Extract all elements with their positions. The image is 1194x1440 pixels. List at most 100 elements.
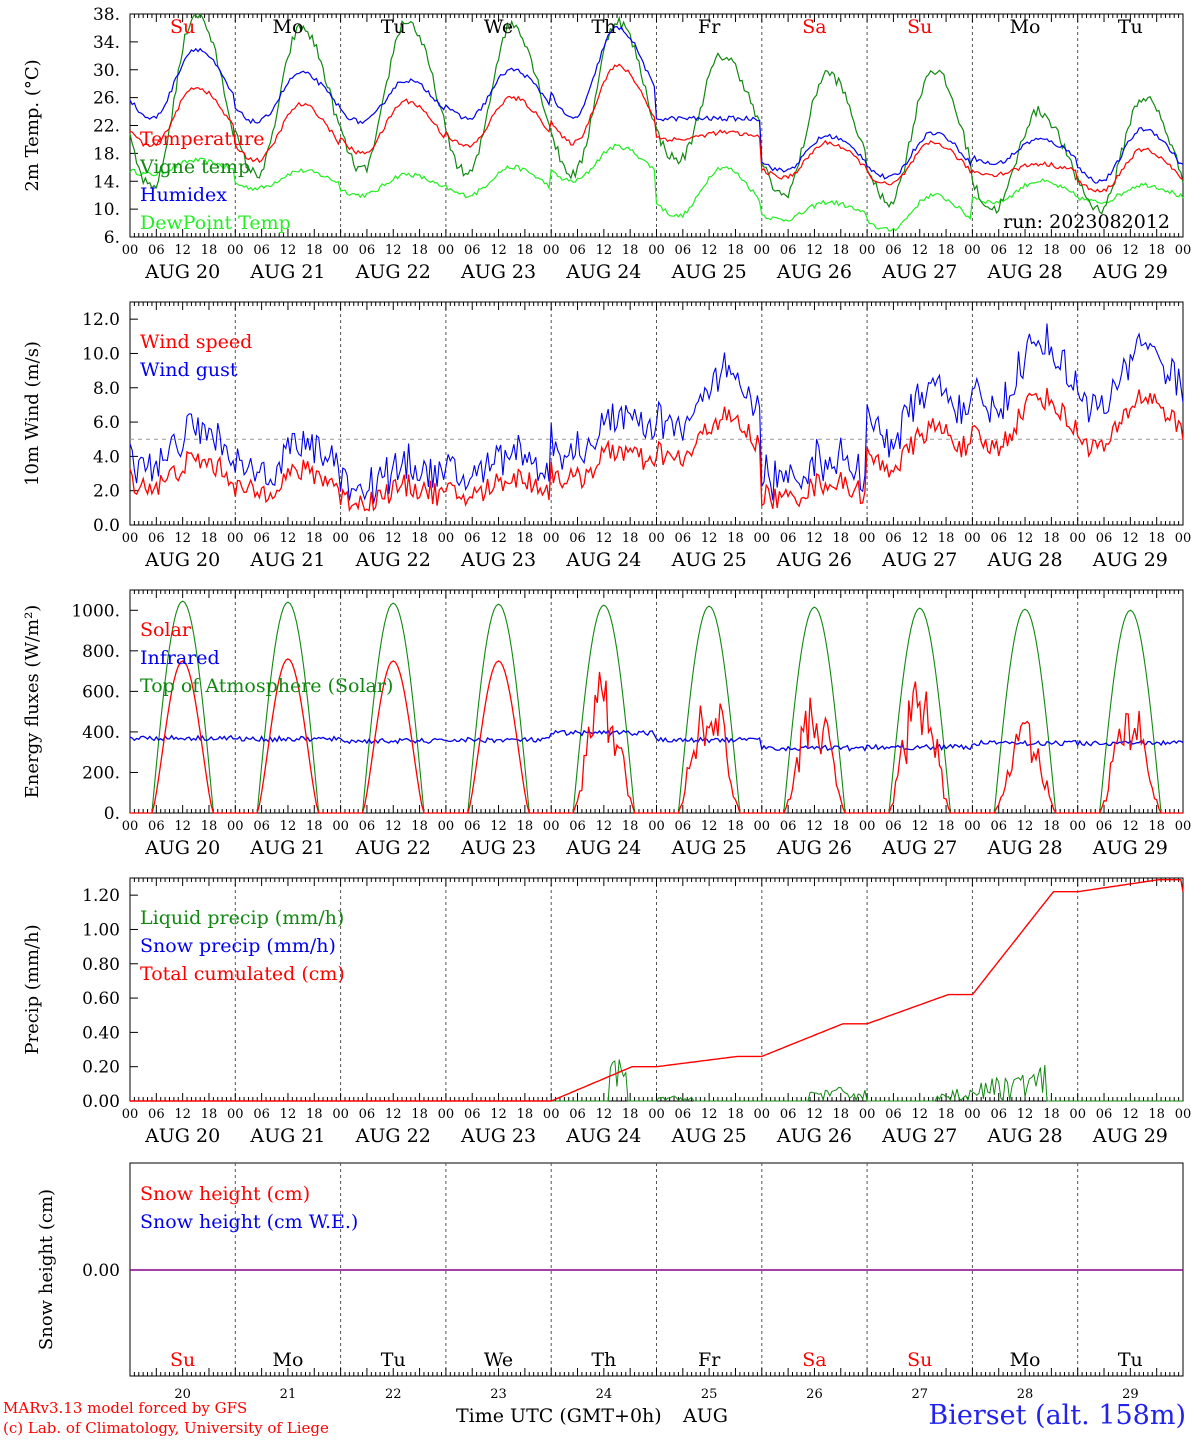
hour-tick-label: 06 [990,531,1007,546]
y-tick-label: 10.0 [82,344,120,364]
hour-tick-label: 00 [227,819,244,834]
day-label: AUG 24 [565,261,641,283]
hour-tick-label: 12 [490,531,507,546]
hour-tick-label: 12 [1017,1107,1034,1122]
hour-tick-label: 12 [1017,243,1034,258]
hour-tick-label: 12 [174,243,191,258]
day-number-label: 22 [385,1387,402,1402]
hour-tick-label: 12 [596,819,613,834]
hour-tick-label: 00 [648,1107,665,1122]
hour-tick-label: 00 [122,531,139,546]
y-tick-label: 8.0 [93,379,120,399]
legend-entry: Wind gust [140,359,238,381]
day-label: AUG 20 [144,549,220,571]
day-label: AUG 28 [986,549,1062,571]
day-label: AUG 23 [460,1125,536,1147]
legend-entry: Liquid precip (mm/h) [140,907,344,929]
hour-tick-label: 00 [1069,531,1086,546]
day-number-label: 21 [280,1387,297,1402]
hour-tick-label: 06 [148,819,165,834]
hour-tick-label: 18 [1043,819,1060,834]
day-label: AUG 29 [1092,549,1168,571]
hour-tick-label: 06 [359,531,376,546]
series-line [129,387,1184,513]
hour-tick-label: 06 [780,1107,797,1122]
hour-tick-label: 00 [1069,819,1086,834]
y-tick-label: 600. [82,682,120,702]
hour-tick-label: 12 [280,531,297,546]
hour-tick-label: 18 [1043,1107,1060,1122]
energy-panel: 0. 200. 400. 600. 800. 1000. Energy fluxes (W/… [22,589,1191,859]
hour-tick-label: 12 [490,1107,507,1122]
hour-tick-label: 12 [490,819,507,834]
time-axis-title: Time UTC (GMT+0h) [456,1405,662,1427]
hour-tick-label: 12 [911,243,928,258]
weekday-label: Fr [698,16,721,38]
y-tick-label: 0.80 [82,955,120,975]
hour-tick-label: 06 [148,531,165,546]
hour-tick-label: 18 [517,819,534,834]
hour-tick-label: 18 [727,819,744,834]
hour-tick-label: 00 [648,819,665,834]
day-number-label: 25 [701,1387,718,1402]
hour-tick-label: 12 [596,1107,613,1122]
hour-tick-label: 18 [1043,243,1060,258]
hour-tick-label: 18 [306,531,323,546]
hour-tick-label: 06 [990,243,1007,258]
weekday-label: Su [907,1349,932,1371]
day-label: AUG 26 [776,549,852,571]
hour-tick-label: 06 [464,531,481,546]
day-label: AUG 25 [671,837,747,859]
weekday-label: Su [907,16,932,38]
hour-tick-label: 12 [280,1107,297,1122]
weekday-label: Sa [802,16,826,38]
hour-tick-label: 06 [675,531,692,546]
series-line [129,12,1184,215]
y-tick-label: 10. [93,200,120,220]
hour-tick-label: 18 [517,243,534,258]
hour-tick-label: 00 [332,819,349,834]
y-tick-label: 14. [93,172,120,192]
hour-tick-label: 00 [754,819,771,834]
hour-tick-label: 06 [675,819,692,834]
day-number-label: 27 [911,1387,928,1402]
hour-tick-label: 18 [622,1107,639,1122]
hour-tick-label: 12 [174,1107,191,1122]
series-line [130,879,1184,1102]
day-label: AUG 24 [565,837,641,859]
hour-tick-label: 06 [569,819,586,834]
hour-tick-label: 06 [359,243,376,258]
hour-tick-label: 18 [833,243,850,258]
legend-entry: Snow height (cm) [140,1183,310,1205]
hour-tick-label: 00 [227,1107,244,1122]
day-number-label: 28 [1017,1387,1034,1402]
y-axis-label: 2m Temp. (°C) [22,59,43,191]
day-label: AUG 29 [1092,837,1168,859]
hour-tick-label: 18 [306,819,323,834]
hour-tick-label: 00 [648,243,665,258]
panel-frame [129,301,1184,526]
panel-frame [129,589,1184,814]
y-tick-label: 800. [82,642,120,662]
hour-tick-label: 12 [1017,531,1034,546]
day-label: AUG 25 [671,549,747,571]
hour-tick-label: 12 [385,819,402,834]
weekday-label: Fr [698,1349,721,1371]
hour-tick-label: 18 [411,1107,428,1122]
day-label: AUG 23 [460,549,536,571]
hour-tick-label: 18 [833,531,850,546]
hour-tick-label: 00 [1175,243,1192,258]
day-label: AUG 28 [986,1125,1062,1147]
hour-tick-label: 00 [859,243,876,258]
legend-entry: Solar [140,619,192,641]
hour-tick-label: 06 [885,1107,902,1122]
hour-tick-label: 12 [280,819,297,834]
y-tick-label: 26. [93,89,120,109]
day-label: AUG 28 [986,261,1062,283]
y-tick-label: 12.0 [82,310,120,330]
station-name: Bierset (alt. 158m) [928,1400,1186,1431]
hour-tick-label: 12 [385,531,402,546]
hour-tick-label: 00 [1175,531,1192,546]
hour-tick-label: 00 [122,1107,139,1122]
hour-tick-label: 12 [1017,819,1034,834]
